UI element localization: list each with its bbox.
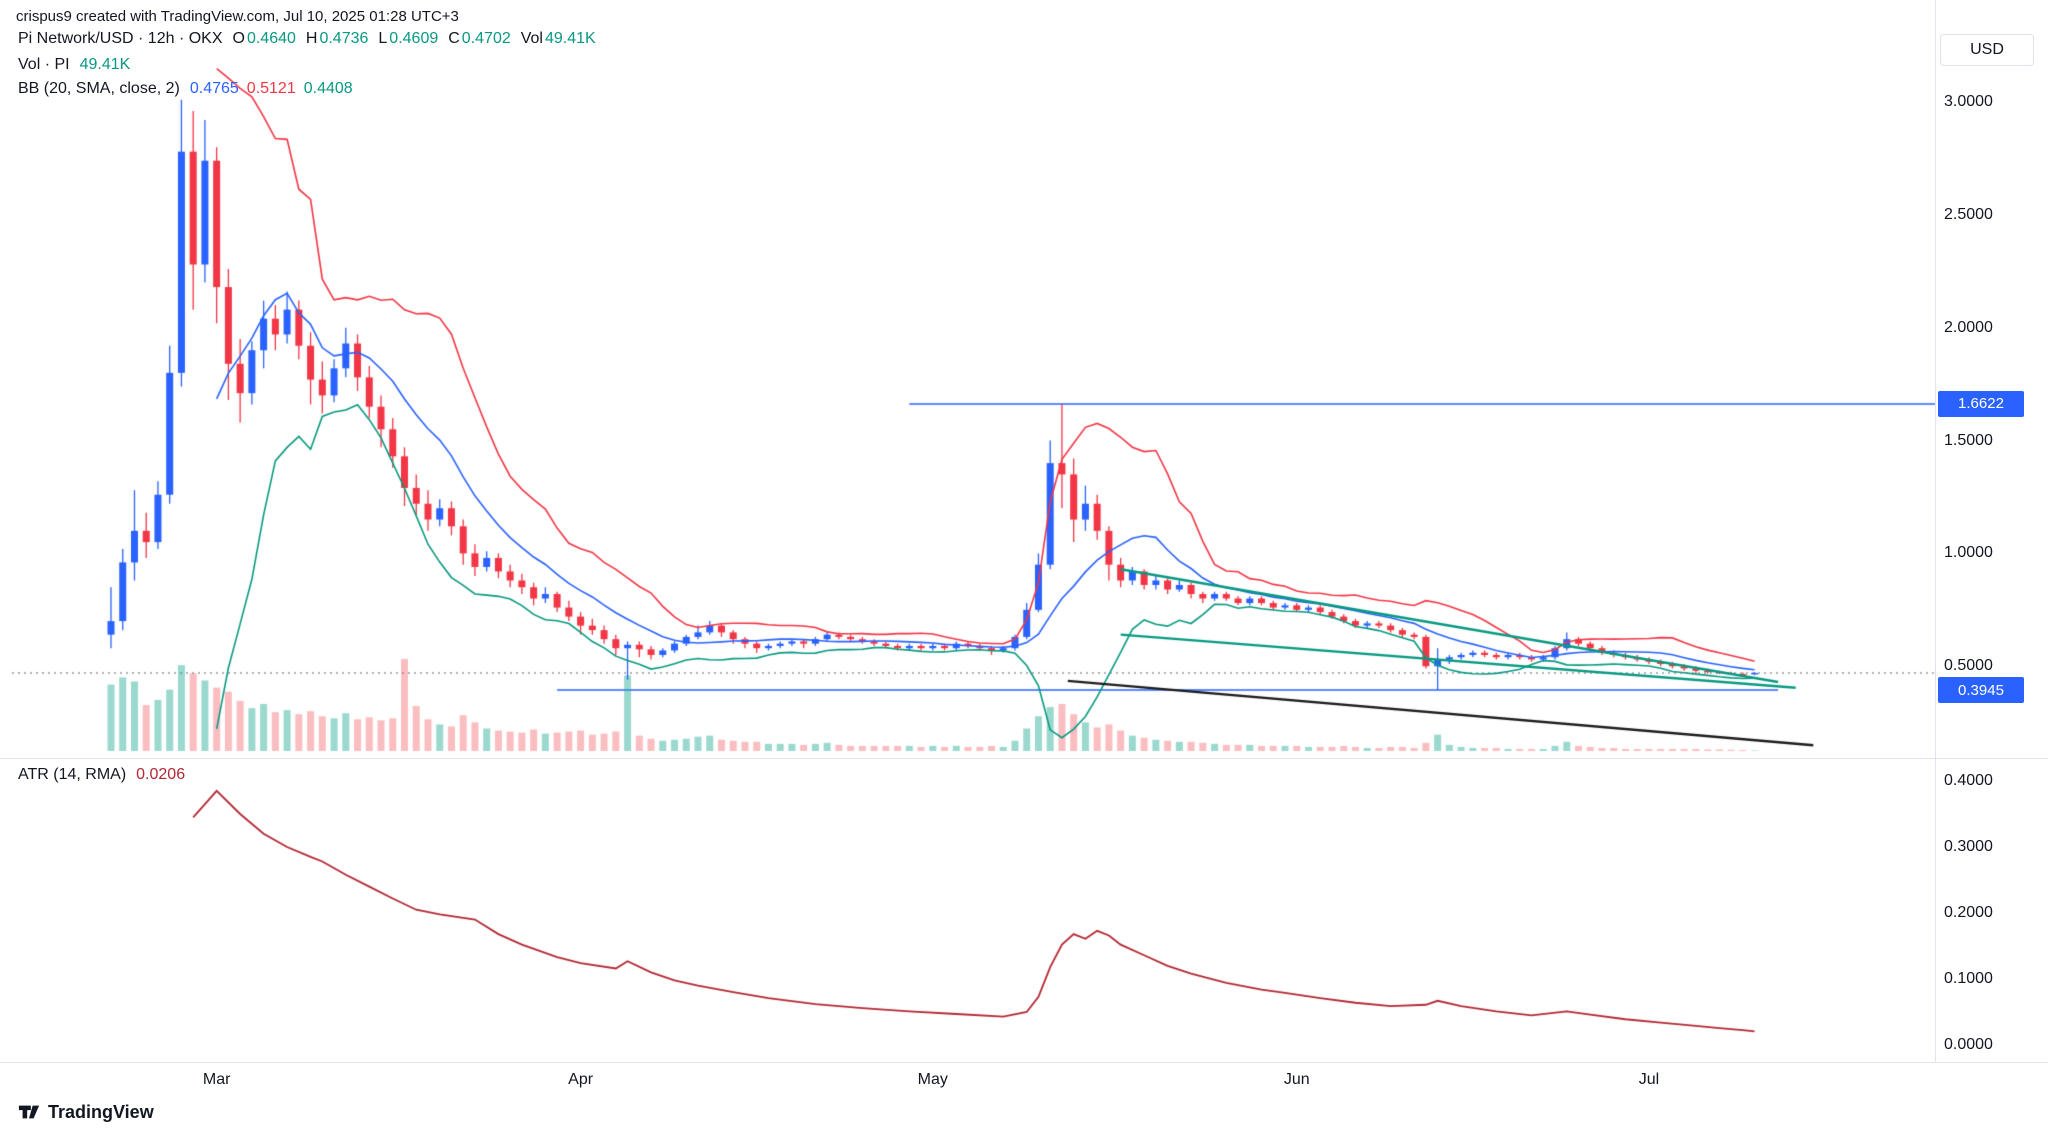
close-value: C 0.4702 [448,30,511,47]
bollinger-basis-value: 0.4765 [189,80,239,97]
volume-legend-title: Vol · PI [18,56,70,73]
volume-value: Vol 49.41K [520,30,596,47]
time-axis-separator [0,1062,2048,1063]
atr-legend[interactable]: ATR (14, RMA) 0.0206 [18,766,185,784]
high-value: H 0.4736 [305,30,369,47]
atr-legend-value: 0.0206 [136,766,186,783]
bollinger-lower-value: 0.4408 [303,80,353,97]
currency-label: USD [1940,34,2034,66]
bollinger-upper-value: 0.5121 [246,80,296,97]
attribution-watermark: crispus9 created with TradingView.com, J… [16,8,459,25]
tradingview-logo-icon [18,1105,40,1119]
volume-legend-value: 49.41K [79,56,131,73]
tradingview-logo[interactable]: TradingView [18,1101,154,1123]
symbol-legend[interactable]: Pi Network/USD · 12h · OKX O 0.4640 H 0.47… [18,30,596,48]
price-axis-separator [1935,0,1936,1062]
bollinger-legend[interactable]: BB (20, SMA, close, 2) 0.4765 0.5121 0.4… [18,80,353,98]
atr-legend-title: ATR (14, RMA) [18,766,127,783]
time-axis[interactable] [0,1063,1935,1103]
volume-legend[interactable]: Vol · PI 49.41K [18,56,130,74]
low-value: L 0.4609 [378,30,439,47]
tradingview-logo-text: TradingView [48,1101,154,1122]
price-axis[interactable] [1936,0,2048,1062]
pane-separator [0,758,2048,759]
symbol-title: Pi Network/USD · 12h · OKX [18,30,223,47]
bollinger-legend-title: BB (20, SMA, close, 2) [18,80,180,97]
open-value: O 0.4640 [232,30,296,47]
